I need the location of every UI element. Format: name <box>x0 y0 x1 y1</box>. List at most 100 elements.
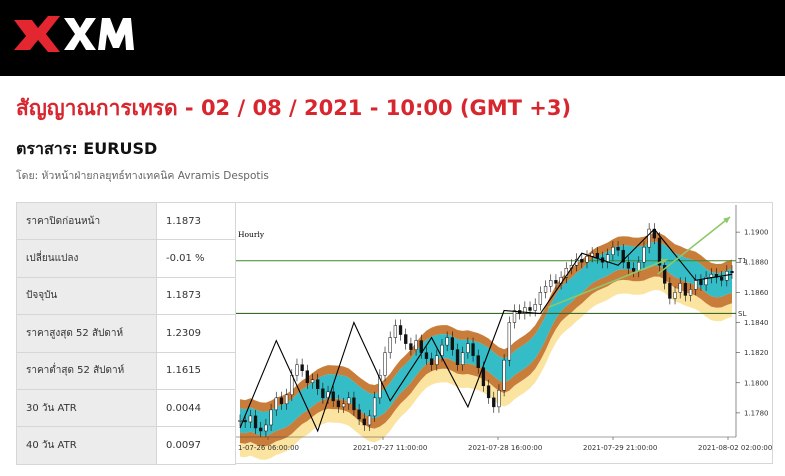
y-tick-label: 1.1860 <box>744 289 769 297</box>
stat-value: 0.0097 <box>156 426 236 465</box>
candle-body <box>238 420 242 422</box>
stat-label: ปัจจุบัน <box>16 276 157 316</box>
instrument-heading: ตราสาร: EURUSD <box>16 139 158 158</box>
candle-body <box>347 397 351 405</box>
candle-body <box>533 304 537 311</box>
candle-body <box>440 344 444 356</box>
candle-body <box>310 379 315 384</box>
candle-body <box>284 394 289 405</box>
candle-body <box>461 352 465 365</box>
candle-body <box>393 325 398 338</box>
candle-body <box>279 397 284 405</box>
candle-body <box>595 252 599 258</box>
mid-band-lower <box>240 265 732 447</box>
xm-logo-x <box>64 18 96 50</box>
candle-body <box>471 343 475 356</box>
candle-body <box>564 268 568 278</box>
candle-body <box>352 397 356 411</box>
level-label-sl: SL <box>738 310 746 318</box>
candle-body <box>409 343 413 350</box>
projection-arrow-head <box>723 217 730 224</box>
candle-body <box>688 289 693 296</box>
candle-body <box>538 292 543 305</box>
candle-body <box>528 307 532 311</box>
stat-label: 30 วัน ATR <box>16 388 157 428</box>
y-tick-label: 1.1840 <box>744 319 769 327</box>
candle-body <box>543 286 548 293</box>
candle-body <box>336 400 341 408</box>
candle-body <box>507 322 511 361</box>
candle-body <box>512 310 517 323</box>
candle-body <box>611 246 615 255</box>
stat-label: 40 วัน ATR <box>16 426 157 465</box>
candle-body <box>678 283 682 293</box>
candle-body <box>331 391 335 402</box>
candle-body <box>419 340 423 353</box>
candle-body <box>321 388 325 399</box>
candle-body <box>398 325 403 335</box>
zigzag-line <box>239 228 733 433</box>
candle-body <box>523 307 527 314</box>
candle-body <box>616 246 620 251</box>
stat-value: 1.1873 <box>156 276 236 316</box>
stat-value: 1.1615 <box>156 351 236 390</box>
y-tick-label: 1.1800 <box>744 379 769 387</box>
y-tick-label: 1.1780 <box>744 409 769 417</box>
chart-canvas: Hourly 1.1900 1.1880 1.1860 1.1840 1.1820 1.1… <box>236 205 772 460</box>
candle-body <box>316 379 320 390</box>
candle-body <box>554 280 558 284</box>
candle-body <box>647 228 651 248</box>
candle-body <box>253 415 258 429</box>
projection-arrow-head <box>660 258 668 265</box>
candle-body <box>243 420 247 423</box>
stat-value: 1.2309 <box>156 314 236 353</box>
table-row: ปัจจุบัน 1.1873 <box>16 276 236 316</box>
candle-body <box>264 424 268 432</box>
candle-body <box>549 280 553 287</box>
candle-body <box>699 280 703 286</box>
candle-body <box>424 352 429 359</box>
xm-logo[interactable] <box>12 12 137 56</box>
table-row: เปลี่ยนแปลง -0.01 % <box>16 239 236 278</box>
candle-body <box>585 255 589 263</box>
table-row: ราคาต่ำสุด 52 สัปดาห์ 1.1615 <box>16 351 236 390</box>
candle-body <box>300 364 304 371</box>
author-byline: โดย: หัวหน้าฝ่ายกลยุทธ์ทางเทคนิค Avramis… <box>16 170 269 182</box>
stat-value: 1.1873 <box>156 201 236 241</box>
candle-body <box>450 337 454 350</box>
x-tick-label: 2021-08-02 02:00:00 <box>698 444 772 452</box>
y-tick-label: 1.1880 <box>744 259 769 267</box>
stat-value: -0.01 % <box>156 239 236 278</box>
page-title: สัญญาณการเทรด - 02 / 08 / 2021 - 10:00 (… <box>16 96 572 120</box>
candle-body <box>383 352 387 376</box>
candle-body <box>694 280 698 290</box>
candle-body <box>730 271 734 274</box>
candle-body <box>481 367 486 387</box>
candle-body <box>295 364 299 376</box>
candle-body <box>362 418 366 426</box>
candle-body <box>476 355 480 368</box>
candle-body <box>341 403 346 408</box>
candle-body <box>719 277 724 281</box>
candle-body <box>248 415 253 423</box>
x-tick-label: 2021-07-27 11:00:00 <box>353 444 427 452</box>
candle-body <box>683 283 688 296</box>
stat-label: เปลี่ยนแปลง <box>16 239 157 278</box>
candle-body <box>388 337 392 353</box>
candle-body <box>305 370 309 384</box>
mid-band-upper <box>240 232 732 412</box>
candle-body <box>367 415 372 426</box>
stat-value: 0.0044 <box>156 388 236 428</box>
table-row: 40 วัน ATR 0.0097 <box>16 426 236 465</box>
y-tick-label: 1.1900 <box>744 229 769 237</box>
level-label-t1: T1 <box>737 257 747 265</box>
candle-body <box>404 334 408 344</box>
stat-label: ราคาต่ำสุด 52 สัปดาห์ <box>16 351 157 390</box>
candle-body <box>259 427 263 432</box>
candle-body <box>429 358 434 365</box>
stat-label: ราคาสูงสุด 52 สัปดาห์ <box>16 314 157 353</box>
table-row: 30 วัน ATR 0.0044 <box>16 388 236 428</box>
candle-body <box>621 249 625 263</box>
candle-body <box>373 397 377 417</box>
x-tick-label: 1-07-26 06:00:00 <box>238 444 299 452</box>
